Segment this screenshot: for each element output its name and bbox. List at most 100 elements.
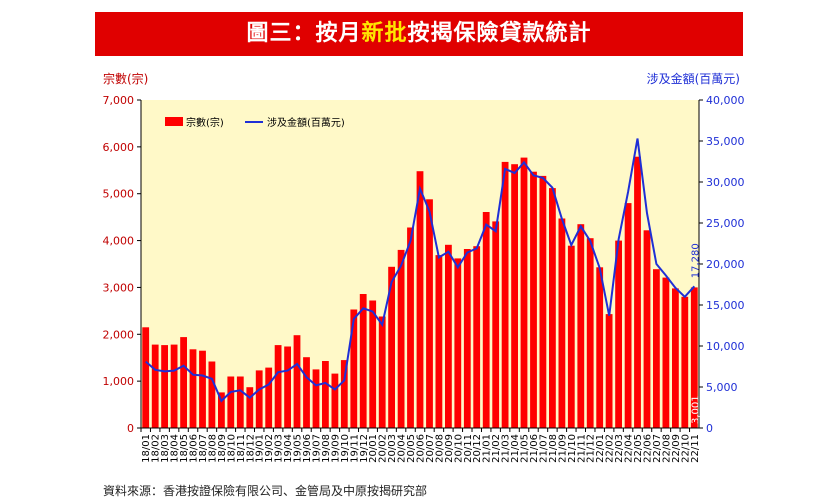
bar xyxy=(359,294,367,428)
x-tick-label: 22/05 xyxy=(633,434,644,463)
right-tick-label: 30,000 xyxy=(706,176,745,189)
bar xyxy=(199,350,206,428)
right-tick-label: 15,000 xyxy=(706,299,745,312)
bar xyxy=(690,287,698,428)
x-tick-label: 21/02 xyxy=(491,434,502,463)
x-tick-label: 18/06 xyxy=(189,434,200,463)
x-tick-label: 21/08 xyxy=(548,434,559,463)
bar xyxy=(445,244,452,428)
bar xyxy=(653,269,660,428)
bar xyxy=(520,157,528,428)
left-tick-label: 5,000 xyxy=(103,188,135,201)
x-tick-label: 19/07 xyxy=(311,434,322,463)
bar xyxy=(312,369,320,428)
bar xyxy=(596,267,604,428)
bar xyxy=(265,367,273,428)
x-tick-label: 18/05 xyxy=(179,434,190,463)
x-tick-label: 19/05 xyxy=(293,434,304,463)
left-tick-label: 7,000 xyxy=(103,94,135,107)
legend-bar-label: 宗數(宗) xyxy=(186,116,224,129)
bar xyxy=(539,175,547,428)
x-tick-label: 21/12 xyxy=(586,434,597,463)
last-line-data-label: 17,280 xyxy=(690,243,701,278)
x-tick-label: 18/09 xyxy=(217,434,228,463)
bar xyxy=(274,345,282,428)
bar xyxy=(643,230,651,428)
right-tick-label: 0 xyxy=(706,422,713,435)
bar xyxy=(577,224,585,428)
bar xyxy=(236,376,244,428)
bar xyxy=(161,345,168,428)
x-tick-label: 18/10 xyxy=(226,434,237,463)
bar xyxy=(255,370,263,428)
x-tick-label: 18/02 xyxy=(151,434,162,463)
bar xyxy=(549,188,556,428)
bar xyxy=(407,227,414,428)
bar xyxy=(492,221,500,428)
bar xyxy=(170,344,178,428)
legend-line-label: 涉及金額(百萬元) xyxy=(267,116,345,129)
bar xyxy=(454,258,462,428)
bar xyxy=(388,266,395,428)
x-tick-label: 19/11 xyxy=(349,434,360,463)
right-tick-label: 5,000 xyxy=(706,381,738,394)
x-tick-label: 22/08 xyxy=(661,434,672,463)
left-tick-label: 6,000 xyxy=(103,141,135,154)
x-tick-label: 21/03 xyxy=(501,434,512,463)
bar xyxy=(511,164,518,428)
x-tick-label: 20/11 xyxy=(463,434,474,463)
left-axis-title: 宗數(宗) xyxy=(103,71,148,86)
title-banner: 圖三：按月新批按揭保險貸款統計 xyxy=(95,12,743,56)
x-tick-label: 20/01 xyxy=(368,434,379,463)
x-tick-label: 18/04 xyxy=(170,434,181,463)
x-tick-label: 22/02 xyxy=(605,434,616,463)
x-tick-label: 20/08 xyxy=(434,434,445,463)
x-tick-label: 19/12 xyxy=(359,434,370,463)
x-tick-label: 22/11 xyxy=(690,434,701,463)
legend-bar-swatch xyxy=(165,117,183,126)
x-tick-label: 21/09 xyxy=(557,434,568,463)
bar xyxy=(586,238,594,428)
bar xyxy=(303,357,310,428)
bar xyxy=(340,360,348,428)
x-tick-label: 20/02 xyxy=(378,434,389,463)
bar xyxy=(208,361,216,428)
x-tick-label: 20/12 xyxy=(472,434,483,463)
bar xyxy=(350,309,358,428)
left-tick-label: 2,000 xyxy=(103,328,135,341)
legend: 宗數(宗) 涉及金額(百萬元) xyxy=(165,116,345,129)
x-tick-label: 19/09 xyxy=(330,434,341,463)
x-tick-label: 22/09 xyxy=(671,434,682,463)
x-tick-label: 22/03 xyxy=(614,434,625,463)
mortgage-insurance-chart: 0 1,000 2,000 3,000 4,000 5,000 6,000 7,000 0 5,0… xyxy=(103,71,745,463)
bar xyxy=(672,288,679,428)
x-tick-label: 21/04 xyxy=(510,434,521,463)
bar xyxy=(331,373,339,428)
x-tick-label: 21/11 xyxy=(576,434,587,463)
bar xyxy=(473,246,481,428)
x-tick-label: 21/10 xyxy=(567,434,578,463)
bar xyxy=(681,296,689,428)
x-tick-label: 18/03 xyxy=(160,434,171,463)
left-tick-label: 3,000 xyxy=(103,281,135,294)
right-tick-label: 25,000 xyxy=(706,217,745,230)
x-tick-label: 20/03 xyxy=(387,434,398,463)
x-tick-label: 19/08 xyxy=(321,434,332,463)
x-tick-label: 20/05 xyxy=(406,434,417,463)
bar xyxy=(435,255,443,428)
x-tick-label: 21/01 xyxy=(482,434,493,463)
right-tick-label: 20,000 xyxy=(706,258,745,271)
x-tick-label: 19/01 xyxy=(255,434,266,463)
x-tick-label: 20/07 xyxy=(425,434,436,463)
x-tick-label: 21/05 xyxy=(520,434,531,463)
x-tick-label: 18/08 xyxy=(207,434,218,463)
right-tick-label: 40,000 xyxy=(706,94,745,107)
left-tick-label: 0 xyxy=(127,422,134,435)
bar xyxy=(501,161,509,428)
bar xyxy=(246,387,254,428)
title-highlight: 新批 xyxy=(361,21,408,46)
x-tick-label: 21/07 xyxy=(538,434,549,463)
x-tick-label: 19/06 xyxy=(302,434,313,463)
bar xyxy=(605,314,613,428)
bar xyxy=(634,156,641,428)
